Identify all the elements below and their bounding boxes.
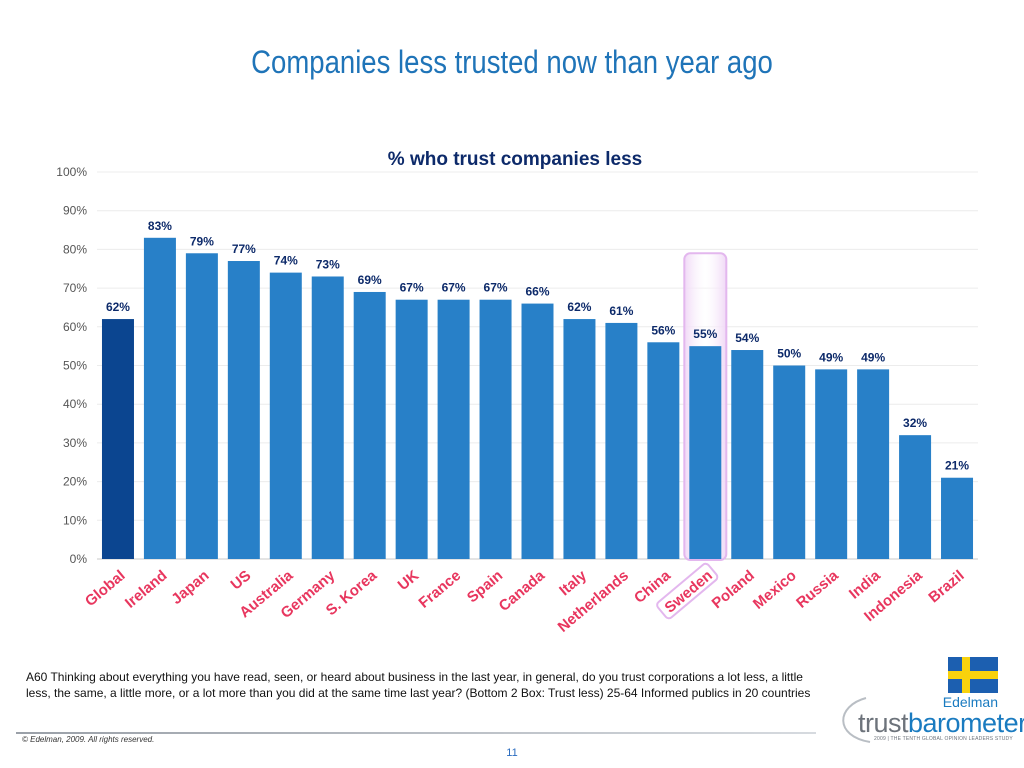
bar-indonesia (899, 435, 932, 559)
footnote: A60 Thinking about everything you have r… (26, 670, 811, 700)
data-label: 56% (651, 323, 675, 337)
x-tick-label: Brazil (925, 567, 967, 606)
trustbarometer-logo: Edelman trustbarometer 2009 | THE TENTH … (830, 694, 1024, 746)
footer-divider (16, 732, 816, 734)
y-tick-label: 100% (56, 165, 87, 179)
highlight-label-box (656, 562, 719, 620)
data-label: 74% (274, 254, 298, 268)
y-tick-label: 50% (63, 359, 87, 373)
y-tick-label: 80% (63, 242, 87, 256)
x-tick-label: Mexico (750, 567, 800, 613)
y-tick-label: 10% (63, 513, 87, 527)
x-tick-label: Canada (496, 567, 549, 615)
bar-mexico (773, 365, 806, 559)
bar-germany (311, 276, 344, 559)
logo-brand: Edelman (942, 694, 998, 710)
bar-france (437, 299, 470, 559)
x-tick-label: Ireland (122, 567, 171, 612)
y-tick-label: 30% (63, 436, 87, 450)
copyright: © Edelman, 2009. All rights reserved. (22, 735, 155, 744)
data-label: 73% (316, 257, 340, 271)
y-tick-label: 20% (63, 475, 87, 489)
bar-us (227, 261, 260, 559)
bar-china (647, 342, 680, 559)
y-tick-label: 90% (63, 204, 87, 218)
data-label: 55% (693, 327, 717, 341)
data-label: 61% (609, 304, 633, 318)
bar-chart: % who trust companies less 0% 10% 20% 30% 40… (56, 149, 978, 636)
bar-poland (731, 350, 764, 559)
slide-title: Companies less trusted now than year ago (251, 44, 773, 80)
x-tick-label: Russia (793, 567, 842, 612)
bar-netherlands (605, 322, 638, 559)
data-label: 32% (903, 416, 927, 430)
bar-spain (479, 299, 512, 559)
bar-italy (563, 319, 596, 559)
bar-s-korea (353, 291, 386, 559)
data-label: 66% (525, 285, 549, 299)
data-label: 62% (106, 300, 130, 314)
data-label: 77% (232, 242, 256, 256)
bar-ireland (143, 237, 176, 560)
data-label: 67% (400, 281, 424, 295)
data-label: 49% (819, 350, 843, 364)
logo-wordmark: trustbarometer (858, 708, 1024, 738)
bar-uk (395, 299, 428, 559)
logo-tagline: 2009 | THE TENTH GLOBAL OPINION LEADERS … (874, 736, 1013, 742)
x-tick-label: Japan (168, 567, 212, 608)
bar-india (857, 369, 890, 559)
bar-japan (185, 253, 218, 559)
sweden-flag-icon (948, 657, 998, 693)
y-tick-label: 40% (63, 397, 87, 411)
x-tick-label: Italy (556, 567, 590, 600)
data-label: 62% (567, 300, 591, 314)
data-label: 49% (861, 350, 885, 364)
page-number: 11 (506, 747, 518, 759)
bar-russia (815, 369, 848, 559)
data-label: 21% (945, 459, 969, 473)
y-tick-label: 60% (63, 320, 87, 334)
bar-global (101, 319, 134, 559)
swoosh-icon (842, 697, 871, 743)
x-tick-label: UK (395, 567, 423, 594)
data-label: 69% (358, 273, 382, 287)
bar-sweden (689, 346, 722, 559)
y-tick-label: 0% (70, 552, 88, 566)
data-label: 50% (777, 347, 801, 361)
data-label: 54% (735, 331, 759, 345)
x-tick-label: Global (82, 567, 129, 610)
x-tick-label: France (416, 567, 465, 612)
y-tick-label: 70% (63, 281, 87, 295)
x-tick-label: US (228, 567, 255, 593)
bar-australia (269, 272, 302, 559)
data-label: 79% (190, 234, 214, 248)
data-label: 67% (442, 281, 466, 295)
chart-title: % who trust companies less (388, 149, 642, 170)
bar-canada (521, 303, 554, 559)
bar-brazil (941, 477, 974, 559)
data-label: 67% (484, 281, 508, 295)
data-label: 83% (148, 219, 172, 233)
